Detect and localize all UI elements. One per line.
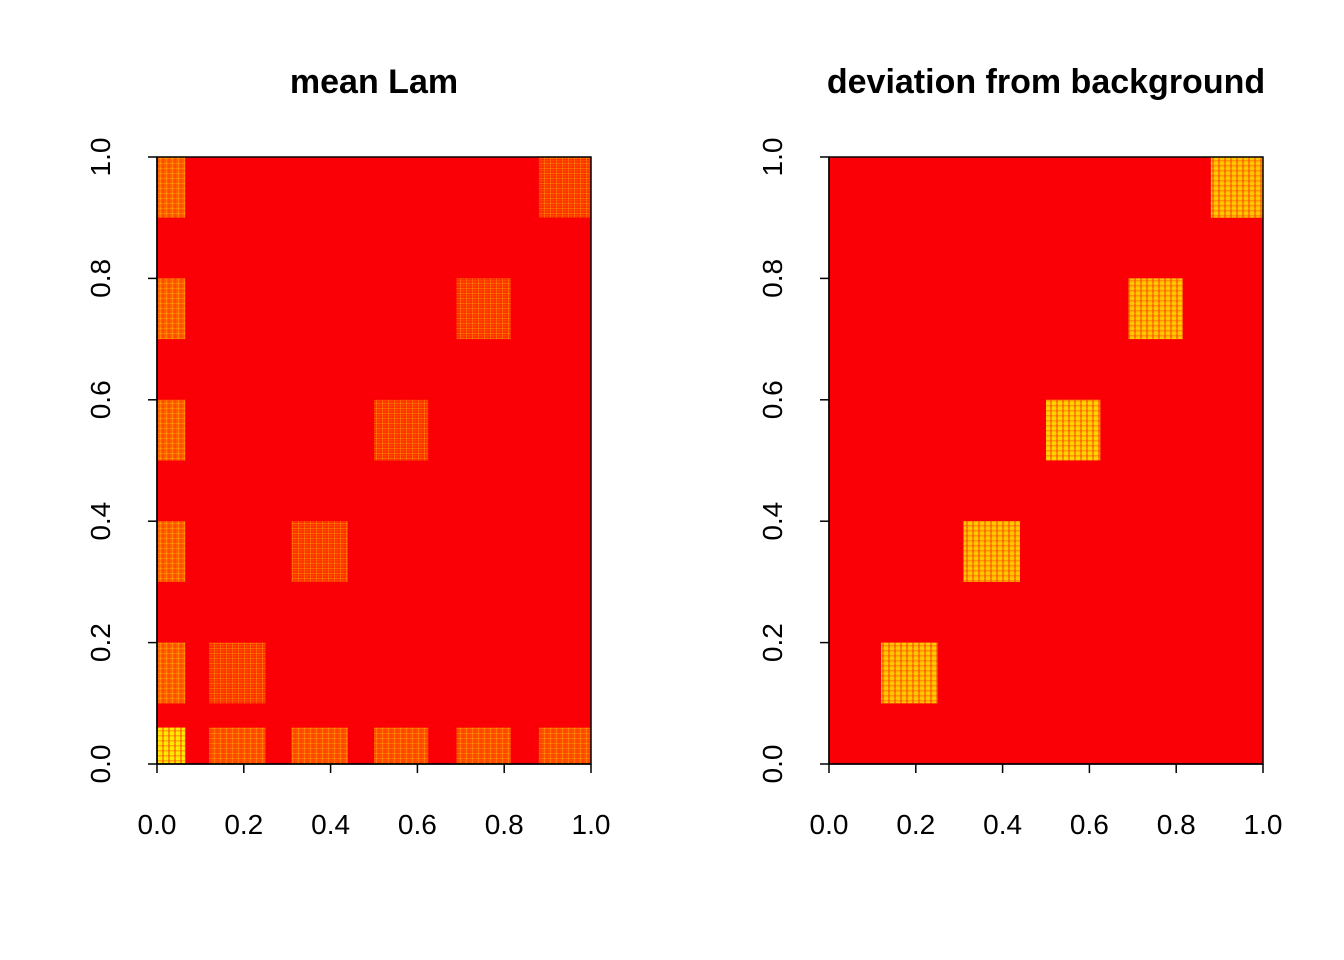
x-axis: 0.0 0.2 0.4 0.6 0.8 1.0 xyxy=(138,763,611,840)
heatmap-cell-texture xyxy=(456,278,511,340)
x-tick-label: 0.2 xyxy=(896,809,935,840)
heatmap-block xyxy=(157,727,186,764)
heatmap-block xyxy=(538,157,591,218)
plot-area xyxy=(157,157,591,764)
heatmap-block xyxy=(374,727,429,764)
heatmap-cell-texture xyxy=(1210,157,1263,218)
y-axis: 0.0 0.2 0.4 0.6 0.8 1.0 xyxy=(757,138,830,784)
heatmap-cell-texture xyxy=(157,642,186,704)
y-tick-label: 1.0 xyxy=(85,138,116,177)
heatmap-panel-deviation-from-background: deviation from background 0.0 0.2 0.4 0.6 0.… xyxy=(757,63,1282,840)
y-tick-label: 0.0 xyxy=(85,745,116,784)
heatmap-block xyxy=(157,399,186,461)
heatmap-cell-texture xyxy=(538,727,591,764)
heatmap-block xyxy=(157,521,186,582)
heatmap-cell-texture xyxy=(963,521,1020,582)
heatmap-cell-texture xyxy=(209,727,266,764)
heatmap-block xyxy=(1210,157,1263,218)
heatmap-cell-texture xyxy=(1046,399,1101,461)
heatmap-block xyxy=(538,727,591,764)
heatmap-cell-texture xyxy=(881,642,938,704)
y-tick-label: 0.0 xyxy=(757,745,788,784)
heatmap-block xyxy=(1128,278,1183,340)
heatmap-block xyxy=(456,278,511,340)
heatmap-cell-texture xyxy=(291,727,348,764)
heatmap-cell-texture xyxy=(157,157,186,218)
x-tick-label: 0.4 xyxy=(311,809,350,840)
y-tick-label: 0.2 xyxy=(757,623,788,662)
heatmap-cell-texture xyxy=(209,642,266,704)
heatmap-block xyxy=(1046,399,1101,461)
heatmap-block xyxy=(157,642,186,704)
heatmap-block xyxy=(374,399,429,461)
heatmap-block xyxy=(157,278,186,340)
y-tick-label: 0.6 xyxy=(757,380,788,419)
y-tick-label: 0.8 xyxy=(757,259,788,298)
heatmap-cell-texture xyxy=(456,727,511,764)
x-axis: 0.0 0.2 0.4 0.6 0.8 1.0 xyxy=(810,763,1283,840)
x-tick-label: 0.8 xyxy=(1157,809,1196,840)
heatmap-cell-texture xyxy=(374,399,429,461)
y-axis: 0.0 0.2 0.4 0.6 0.8 1.0 xyxy=(85,138,158,784)
heatmap-cell-texture xyxy=(374,727,429,764)
heatmap-block xyxy=(209,642,266,704)
y-tick-label: 0.2 xyxy=(85,623,116,662)
y-tick-label: 1.0 xyxy=(757,138,788,177)
heatmap-cell-texture xyxy=(157,727,186,764)
heatmap-cell-texture xyxy=(157,278,186,340)
heatmap-cell-texture xyxy=(1128,278,1183,340)
y-tick-label: 0.6 xyxy=(85,380,116,419)
chart-title: mean Lam xyxy=(290,63,458,101)
heatmap-cell-texture xyxy=(538,157,591,218)
chart-title: deviation from background xyxy=(827,63,1265,101)
x-tick-label: 0.8 xyxy=(485,809,524,840)
x-tick-label: 1.0 xyxy=(572,809,611,840)
heatmap-block xyxy=(963,521,1020,582)
x-tick-label: 0.6 xyxy=(1070,809,1109,840)
x-tick-label: 1.0 xyxy=(1244,809,1283,840)
x-tick-label: 0.6 xyxy=(398,809,437,840)
heatmap-block xyxy=(209,727,266,764)
y-tick-label: 0.8 xyxy=(85,259,116,298)
y-tick-label: 0.4 xyxy=(757,502,788,541)
heatmap-block xyxy=(157,157,186,218)
heatmap-panel-mean-lam: mean Lam 0.0 0.2 0.4 0.6 0.8 1.0 0.0 0.2 0.4 0.6… xyxy=(85,63,610,840)
x-tick-label: 0.2 xyxy=(224,809,263,840)
heatmap-cell-texture xyxy=(157,399,186,461)
heatmap-block xyxy=(291,727,348,764)
x-tick-label: 0.0 xyxy=(138,809,177,840)
heatmap-block xyxy=(881,642,938,704)
x-tick-label: 0.4 xyxy=(983,809,1022,840)
heatmap-cell-texture xyxy=(291,521,348,582)
heatmap-cell-texture xyxy=(157,521,186,582)
x-tick-label: 0.0 xyxy=(810,809,849,840)
heatmap-block xyxy=(291,521,348,582)
heatmap-block xyxy=(456,727,511,764)
y-tick-label: 0.4 xyxy=(85,502,116,541)
plot-area xyxy=(829,157,1263,764)
